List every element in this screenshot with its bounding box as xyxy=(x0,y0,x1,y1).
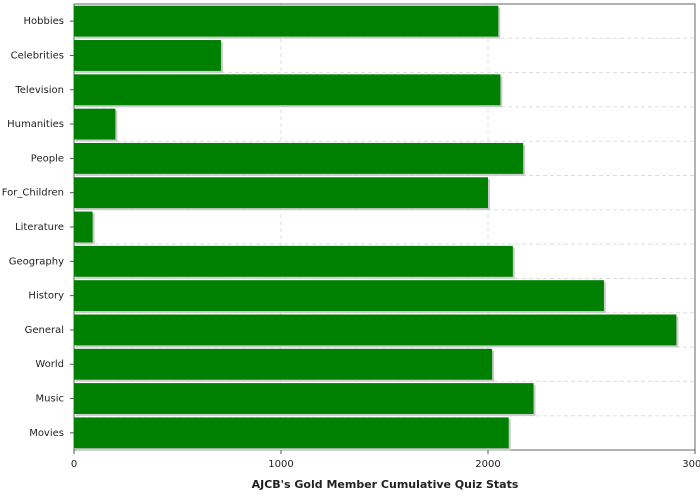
bar xyxy=(74,74,501,106)
y-tick-label: Literature xyxy=(15,222,64,233)
bar xyxy=(74,5,499,37)
y-tick-label: Music xyxy=(36,394,64,405)
y-tick-label: Movies xyxy=(29,428,64,439)
x-tick-label: 3000 xyxy=(682,459,700,470)
y-tick-label: World xyxy=(35,359,64,370)
y-tick-label: People xyxy=(31,153,64,164)
bar xyxy=(74,314,677,346)
y-tick-label: History xyxy=(28,291,64,302)
y-tick-label: Television xyxy=(14,85,64,96)
y-tick-label: Geography xyxy=(9,256,64,267)
y-tick-label: Celebrities xyxy=(11,50,64,61)
bar xyxy=(74,108,116,140)
bar xyxy=(74,280,604,312)
bar xyxy=(74,40,221,71)
bar xyxy=(74,211,93,243)
x-tick-label: 2000 xyxy=(475,459,500,470)
y-tick-label: Humanities xyxy=(7,119,64,130)
x-tick-label: 0 xyxy=(71,459,77,470)
y-tick-label: Hobbies xyxy=(24,16,64,27)
bar xyxy=(74,383,534,414)
x-axis-title: AJCB's Gold Member Cumulative Quiz Stats xyxy=(252,478,519,491)
bar xyxy=(74,348,493,380)
y-tick-label: For_Children xyxy=(2,188,64,199)
bar xyxy=(74,417,509,449)
x-tick-label: 1000 xyxy=(268,459,293,470)
bar xyxy=(74,177,488,209)
bar xyxy=(74,142,524,174)
bar xyxy=(74,245,513,277)
y-tick-label: General xyxy=(25,325,64,336)
